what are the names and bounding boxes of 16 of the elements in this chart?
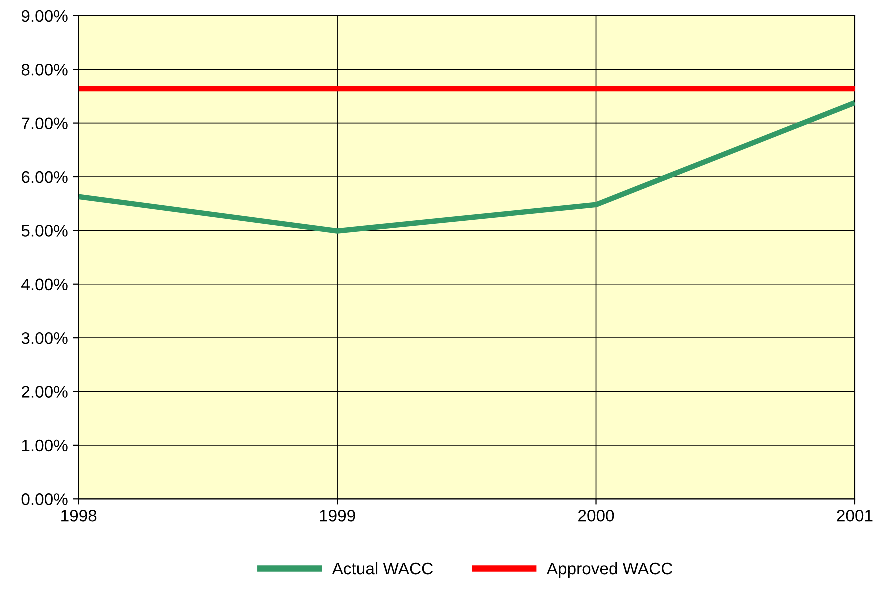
- y-tick-label: 3.00%: [22, 332, 68, 344]
- x-tick-label: 2000: [578, 510, 614, 522]
- y-tick-label: 7.00%: [22, 118, 68, 130]
- y-tick-label: 0.00%: [22, 494, 68, 506]
- y-tick-label: 5.00%: [22, 225, 68, 237]
- legend-label: Actual WACC: [332, 562, 433, 575]
- x-tick-label: 1999: [320, 510, 356, 522]
- y-tick-label: 4.00%: [22, 278, 68, 291]
- y-tick-label: 1.00%: [22, 440, 68, 452]
- y-tick-label: 8.00%: [22, 64, 68, 76]
- legend-label: Approved WACC: [546, 562, 673, 578]
- x-tick-label: 1998: [62, 510, 97, 522]
- y-tick-label: 2.00%: [22, 386, 68, 398]
- y-tick-label: 6.00%: [22, 171, 68, 184]
- x-tick-label: 2001: [837, 510, 873, 522]
- y-tick-label: 9.00%: [22, 10, 68, 22]
